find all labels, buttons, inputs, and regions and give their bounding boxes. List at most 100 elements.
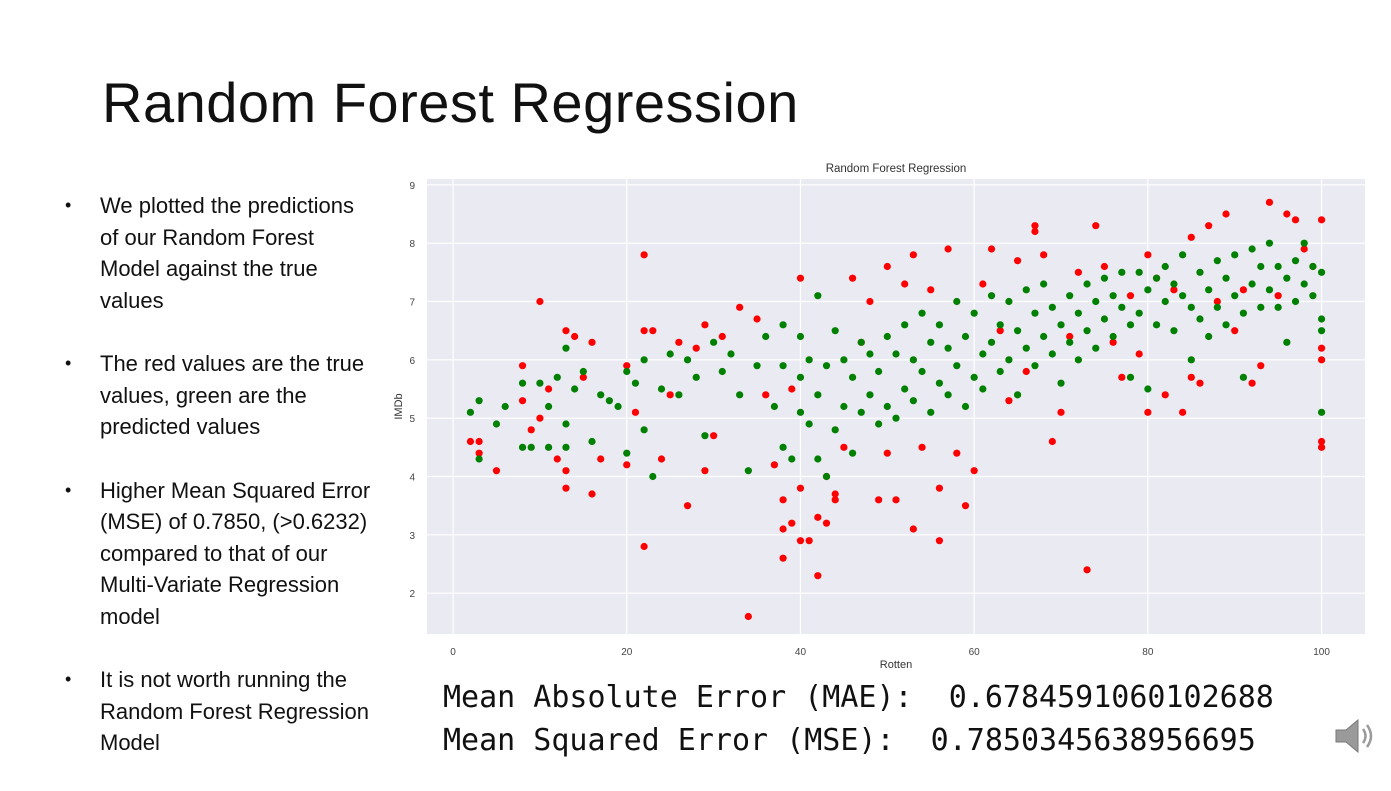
data-point [1118, 373, 1126, 381]
data-point [553, 373, 561, 381]
data-point [909, 356, 917, 364]
data-point [1205, 332, 1213, 341]
data-point [805, 537, 813, 545]
data-point [631, 379, 640, 387]
metrics-output: Mean Absolute Error (MAE): 0.67845910601… [443, 676, 1274, 762]
data-point [796, 332, 805, 341]
data-point [1213, 297, 1221, 306]
y-tick-label: 6 [409, 356, 415, 367]
data-point [1109, 338, 1117, 346]
y-tick-label: 2 [409, 589, 415, 600]
data-point [1048, 437, 1056, 446]
data-point [831, 496, 839, 504]
data-point [1066, 332, 1074, 341]
data-point [814, 391, 822, 399]
data-point [657, 455, 666, 463]
data-point [892, 496, 900, 504]
data-point [1196, 268, 1204, 276]
data-point [640, 426, 648, 434]
data-point [683, 356, 692, 364]
data-point [814, 513, 822, 521]
data-point [892, 414, 900, 422]
data-point [770, 461, 779, 469]
data-point [1239, 373, 1248, 381]
data-point [788, 519, 796, 527]
data-point [1179, 292, 1187, 300]
data-point [883, 402, 891, 411]
data-point [475, 437, 483, 446]
data-point [527, 443, 535, 451]
data-point [779, 362, 787, 370]
x-axis-label: Rotten [880, 659, 912, 670]
data-point [1022, 367, 1030, 376]
data-point [710, 432, 718, 440]
bullet-dot-icon: • [65, 479, 72, 500]
bullet-text: The red values are the true values, gree… [100, 351, 365, 439]
data-point [909, 397, 917, 405]
data-point [1187, 356, 1195, 364]
data-point [1161, 297, 1169, 306]
data-point [1257, 262, 1265, 271]
y-axis-label: IMDb [393, 393, 405, 419]
data-point [961, 332, 970, 341]
data-point [1031, 309, 1039, 317]
data-point [996, 367, 1004, 376]
data-point [649, 472, 657, 481]
y-tick-label: 9 [409, 181, 415, 192]
data-point [1144, 385, 1152, 393]
data-point [727, 350, 735, 358]
data-point [1222, 210, 1230, 218]
data-point [1187, 303, 1195, 311]
data-point [901, 280, 909, 288]
data-point [753, 362, 761, 370]
data-point [1092, 344, 1100, 352]
data-point [1317, 344, 1326, 352]
data-point [961, 502, 970, 510]
data-point [701, 432, 709, 440]
data-point [701, 321, 709, 329]
data-point [1031, 222, 1039, 230]
data-point [857, 338, 865, 346]
data-point [1152, 321, 1161, 329]
data-point [1317, 216, 1326, 224]
bullet-item: • The red values are the true values, gre… [62, 348, 372, 443]
data-point [875, 496, 883, 504]
speaker-icon[interactable] [1330, 712, 1378, 760]
data-point [701, 467, 709, 475]
data-point [979, 385, 987, 393]
data-point [883, 332, 891, 341]
data-point [1300, 239, 1308, 247]
data-point [1248, 280, 1256, 288]
data-point [875, 367, 883, 376]
data-point [718, 332, 726, 341]
data-point [527, 426, 535, 434]
data-point [953, 297, 961, 306]
data-point [1048, 303, 1056, 311]
data-point [779, 554, 787, 562]
data-point [1222, 321, 1230, 329]
data-point [475, 397, 483, 405]
data-point [562, 443, 570, 451]
data-point [953, 449, 961, 457]
data-point [935, 537, 944, 545]
data-point [562, 344, 570, 352]
data-point [475, 455, 483, 463]
data-point [1239, 286, 1248, 294]
slide-title: Random Forest Regression [102, 71, 799, 134]
data-point [1231, 292, 1239, 300]
data-point [1126, 292, 1135, 300]
data-point [1100, 274, 1109, 282]
data-point [796, 537, 805, 545]
data-point [909, 251, 917, 259]
data-point [562, 484, 570, 492]
data-point [1317, 315, 1326, 323]
data-point [1144, 408, 1152, 416]
data-point [1031, 362, 1039, 370]
data-point [1179, 251, 1187, 259]
data-point [1274, 303, 1282, 311]
bullet-item: • Higher Mean Squared Error (MSE) of 0.78… [62, 475, 372, 633]
data-point [571, 385, 579, 393]
data-point [1257, 362, 1265, 370]
data-point [1257, 303, 1265, 311]
data-point [1309, 292, 1317, 300]
